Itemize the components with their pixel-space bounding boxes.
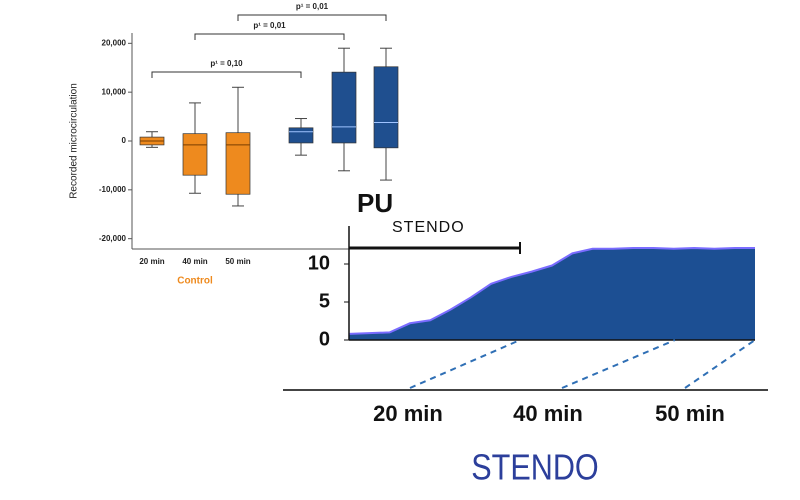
annotation: p¹ = 0,10 <box>210 59 243 68</box>
x-tick-label: 50 min <box>225 257 250 266</box>
x-axis-label: STENDO <box>471 448 598 488</box>
x-tick-label: 20 min <box>139 257 164 266</box>
box <box>288 127 314 144</box>
box <box>225 132 251 195</box>
connector <box>561 339 676 389</box>
y-tick-label: 10,000 <box>102 87 127 96</box>
bracket <box>151 71 302 78</box>
y-tick-label: 5 <box>319 290 330 312</box>
annotation: p¹ = 0,01 <box>253 21 286 30</box>
y-tick-label: 0 <box>319 328 330 350</box>
group-label: Control <box>177 276 213 287</box>
connector <box>684 339 756 389</box>
y-axis-label: Recorded microcirculation <box>69 83 80 199</box>
area-edge <box>348 247 755 335</box>
time-label: 50 min <box>655 401 725 426</box>
bracket <box>237 14 387 21</box>
box <box>373 66 399 149</box>
annotation: p¹ = 0,01 <box>296 2 329 11</box>
y-tick-label: -10,000 <box>99 185 127 194</box>
y-axis-label: PU <box>357 188 393 218</box>
box <box>331 71 357 144</box>
connector <box>409 339 521 389</box>
time-label: 40 min <box>513 401 583 426</box>
y-tick-label: 0 <box>122 136 127 145</box>
area <box>349 248 755 340</box>
bracket <box>194 33 345 40</box>
y-tick-label: -20,000 <box>99 234 127 243</box>
box <box>182 133 208 176</box>
x-tick-label: 40 min <box>182 257 207 266</box>
y-tick-label: 20,000 <box>102 38 127 47</box>
annotation: STENDO <box>392 219 465 236</box>
time-label: 20 min <box>373 401 443 426</box>
y-tick-label: 10 <box>308 252 330 274</box>
